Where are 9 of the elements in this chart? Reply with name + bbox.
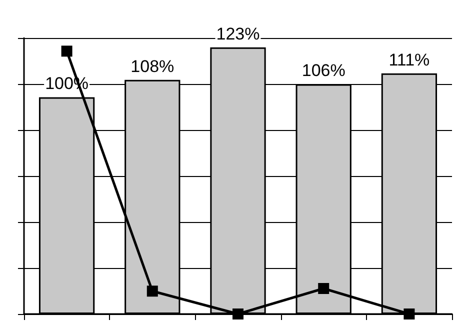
point bbox=[232, 308, 244, 320]
point bbox=[404, 308, 415, 320]
point bbox=[61, 46, 72, 57]
data-label: 108% bbox=[130, 56, 174, 76]
data-label: 123% bbox=[216, 24, 260, 44]
data-label: 111% bbox=[388, 50, 430, 70]
data-label: 106% bbox=[302, 61, 346, 80]
point bbox=[146, 286, 158, 297]
point bbox=[318, 283, 330, 294]
